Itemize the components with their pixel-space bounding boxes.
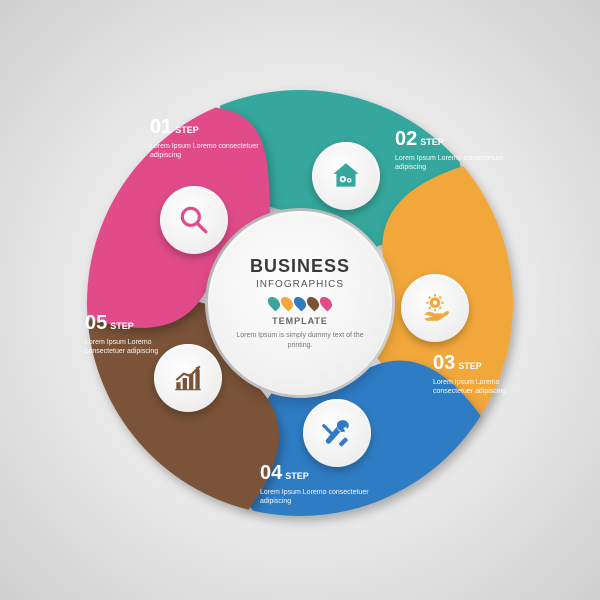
step-lorem-05: Lorem Ipsum Loremo consectetuer adipisci… <box>85 338 183 356</box>
center-teardrops <box>269 296 331 310</box>
step-label-01: STEP <box>175 125 199 135</box>
home-gears-icon <box>329 159 363 193</box>
step-num-04: 04 <box>260 462 282 485</box>
step-block-04: 04STEP Lorem Ipsum Loremo consectetuer ad… <box>260 462 380 506</box>
hand-gear-disc <box>401 274 469 342</box>
home-gears-disc <box>312 142 380 210</box>
step-lorem-01: Lorem Ipsum Loremo consectetuer adipisci… <box>150 142 270 160</box>
step-lorem-02: Lorem Ipsum Loremo consectetuer adipisci… <box>395 154 505 172</box>
step-label-03: STEP <box>458 361 482 371</box>
bar-chart-icon <box>171 361 205 395</box>
step-num-05: 05 <box>85 312 107 335</box>
center-template-label: TEMPLATE <box>272 316 328 326</box>
step-block-01: 01STEP Lorem Ipsum Loremo consectetuer ad… <box>150 116 270 160</box>
step-lorem-04: Lorem Ipsum Loremo consectetuer adipisci… <box>260 488 380 506</box>
step-num-03: 03 <box>433 352 455 375</box>
magnifier-icon <box>177 203 211 237</box>
step-label-05: STEP <box>110 321 134 331</box>
center-title: BUSINESS <box>250 256 350 277</box>
step-num-02: 02 <box>395 128 417 151</box>
tools-icon <box>320 416 354 450</box>
center-subtitle: INFOGRAPHICS <box>256 279 344 290</box>
step-block-03: 03STEP Lorem Ipsum Loremo consectetuer ad… <box>433 352 533 396</box>
step-num-01: 01 <box>150 116 172 139</box>
hand-gear-icon <box>418 291 452 325</box>
step-lorem-03: Lorem Ipsum Loremo consectetuer adipisci… <box>433 378 533 396</box>
step-label-04: STEP <box>285 471 309 481</box>
infographic-stage: BUSINESS INFOGRAPHICS TEMPLATE Lorem Ipsum … <box>0 0 600 600</box>
tools-disc <box>303 399 371 467</box>
step-label-02: STEP <box>420 137 444 147</box>
center-lorem: Lorem Ipsum is simply dummy text of the … <box>226 331 373 350</box>
magnifier-disc <box>160 186 228 254</box>
step-block-02: 02STEP Lorem Ipsum Loremo consectetuer ad… <box>395 128 505 172</box>
step-block-05: 05STEP Lorem Ipsum Loremo consectetuer ad… <box>85 312 183 356</box>
center-disc: BUSINESS INFOGRAPHICS TEMPLATE Lorem Ipsum … <box>208 211 392 395</box>
